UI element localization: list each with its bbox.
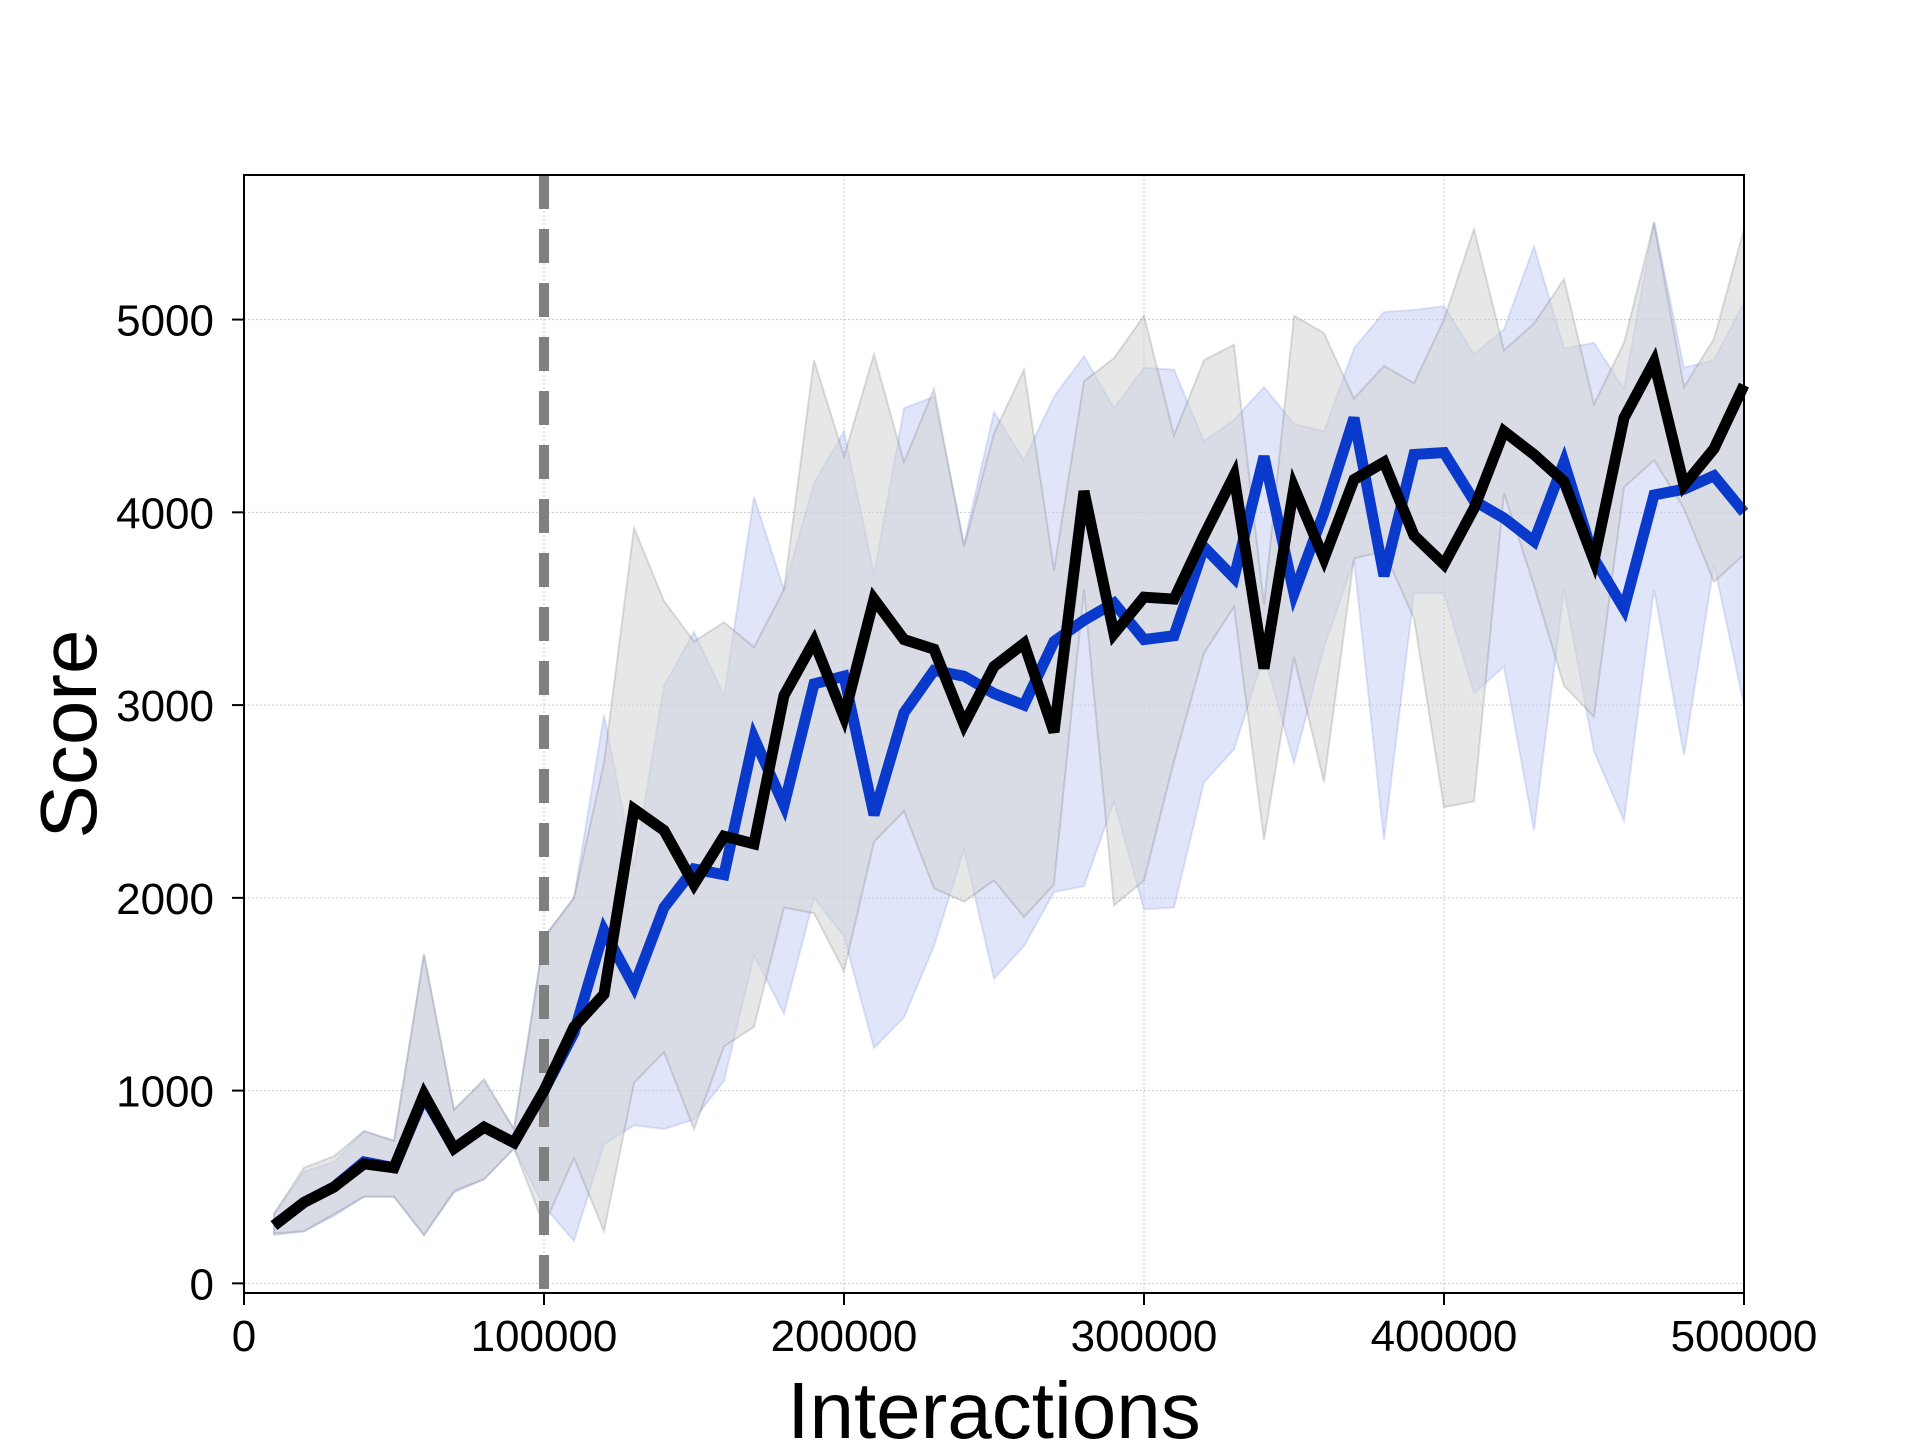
series-lines [270, 346, 1749, 1230]
confidence-bands [273, 221, 1745, 1243]
y-tick-label: 1000 [116, 1068, 214, 1117]
y-axis-label: Score [24, 630, 113, 839]
y-tick-label: 3000 [116, 682, 214, 731]
x-tick-label: 300000 [1071, 1312, 1218, 1361]
x-tick-labels: 0 100000 200000 300000 400000 500000 [232, 1312, 1818, 1361]
y-tick-label: 2000 [116, 875, 214, 924]
y-tick-label: 4000 [116, 489, 214, 538]
x-tick-label: 100000 [471, 1312, 618, 1361]
x-tick-label: 500000 [1671, 1312, 1818, 1361]
y-tick-label: 0 [190, 1260, 214, 1309]
y-tick-labels: 0 1000 2000 3000 4000 5000 [116, 297, 214, 1310]
y-tick-label: 5000 [116, 297, 214, 346]
x-axis-label: Interactions [787, 1366, 1201, 1440]
x-tick-label: 200000 [771, 1312, 918, 1361]
x-tick-label: 400000 [1371, 1312, 1518, 1361]
plot-frame [243, 174, 1745, 1294]
axis-ticks [232, 318, 1745, 1305]
series-2-line [270, 346, 1749, 1230]
x-tick-label: 0 [232, 1312, 256, 1361]
